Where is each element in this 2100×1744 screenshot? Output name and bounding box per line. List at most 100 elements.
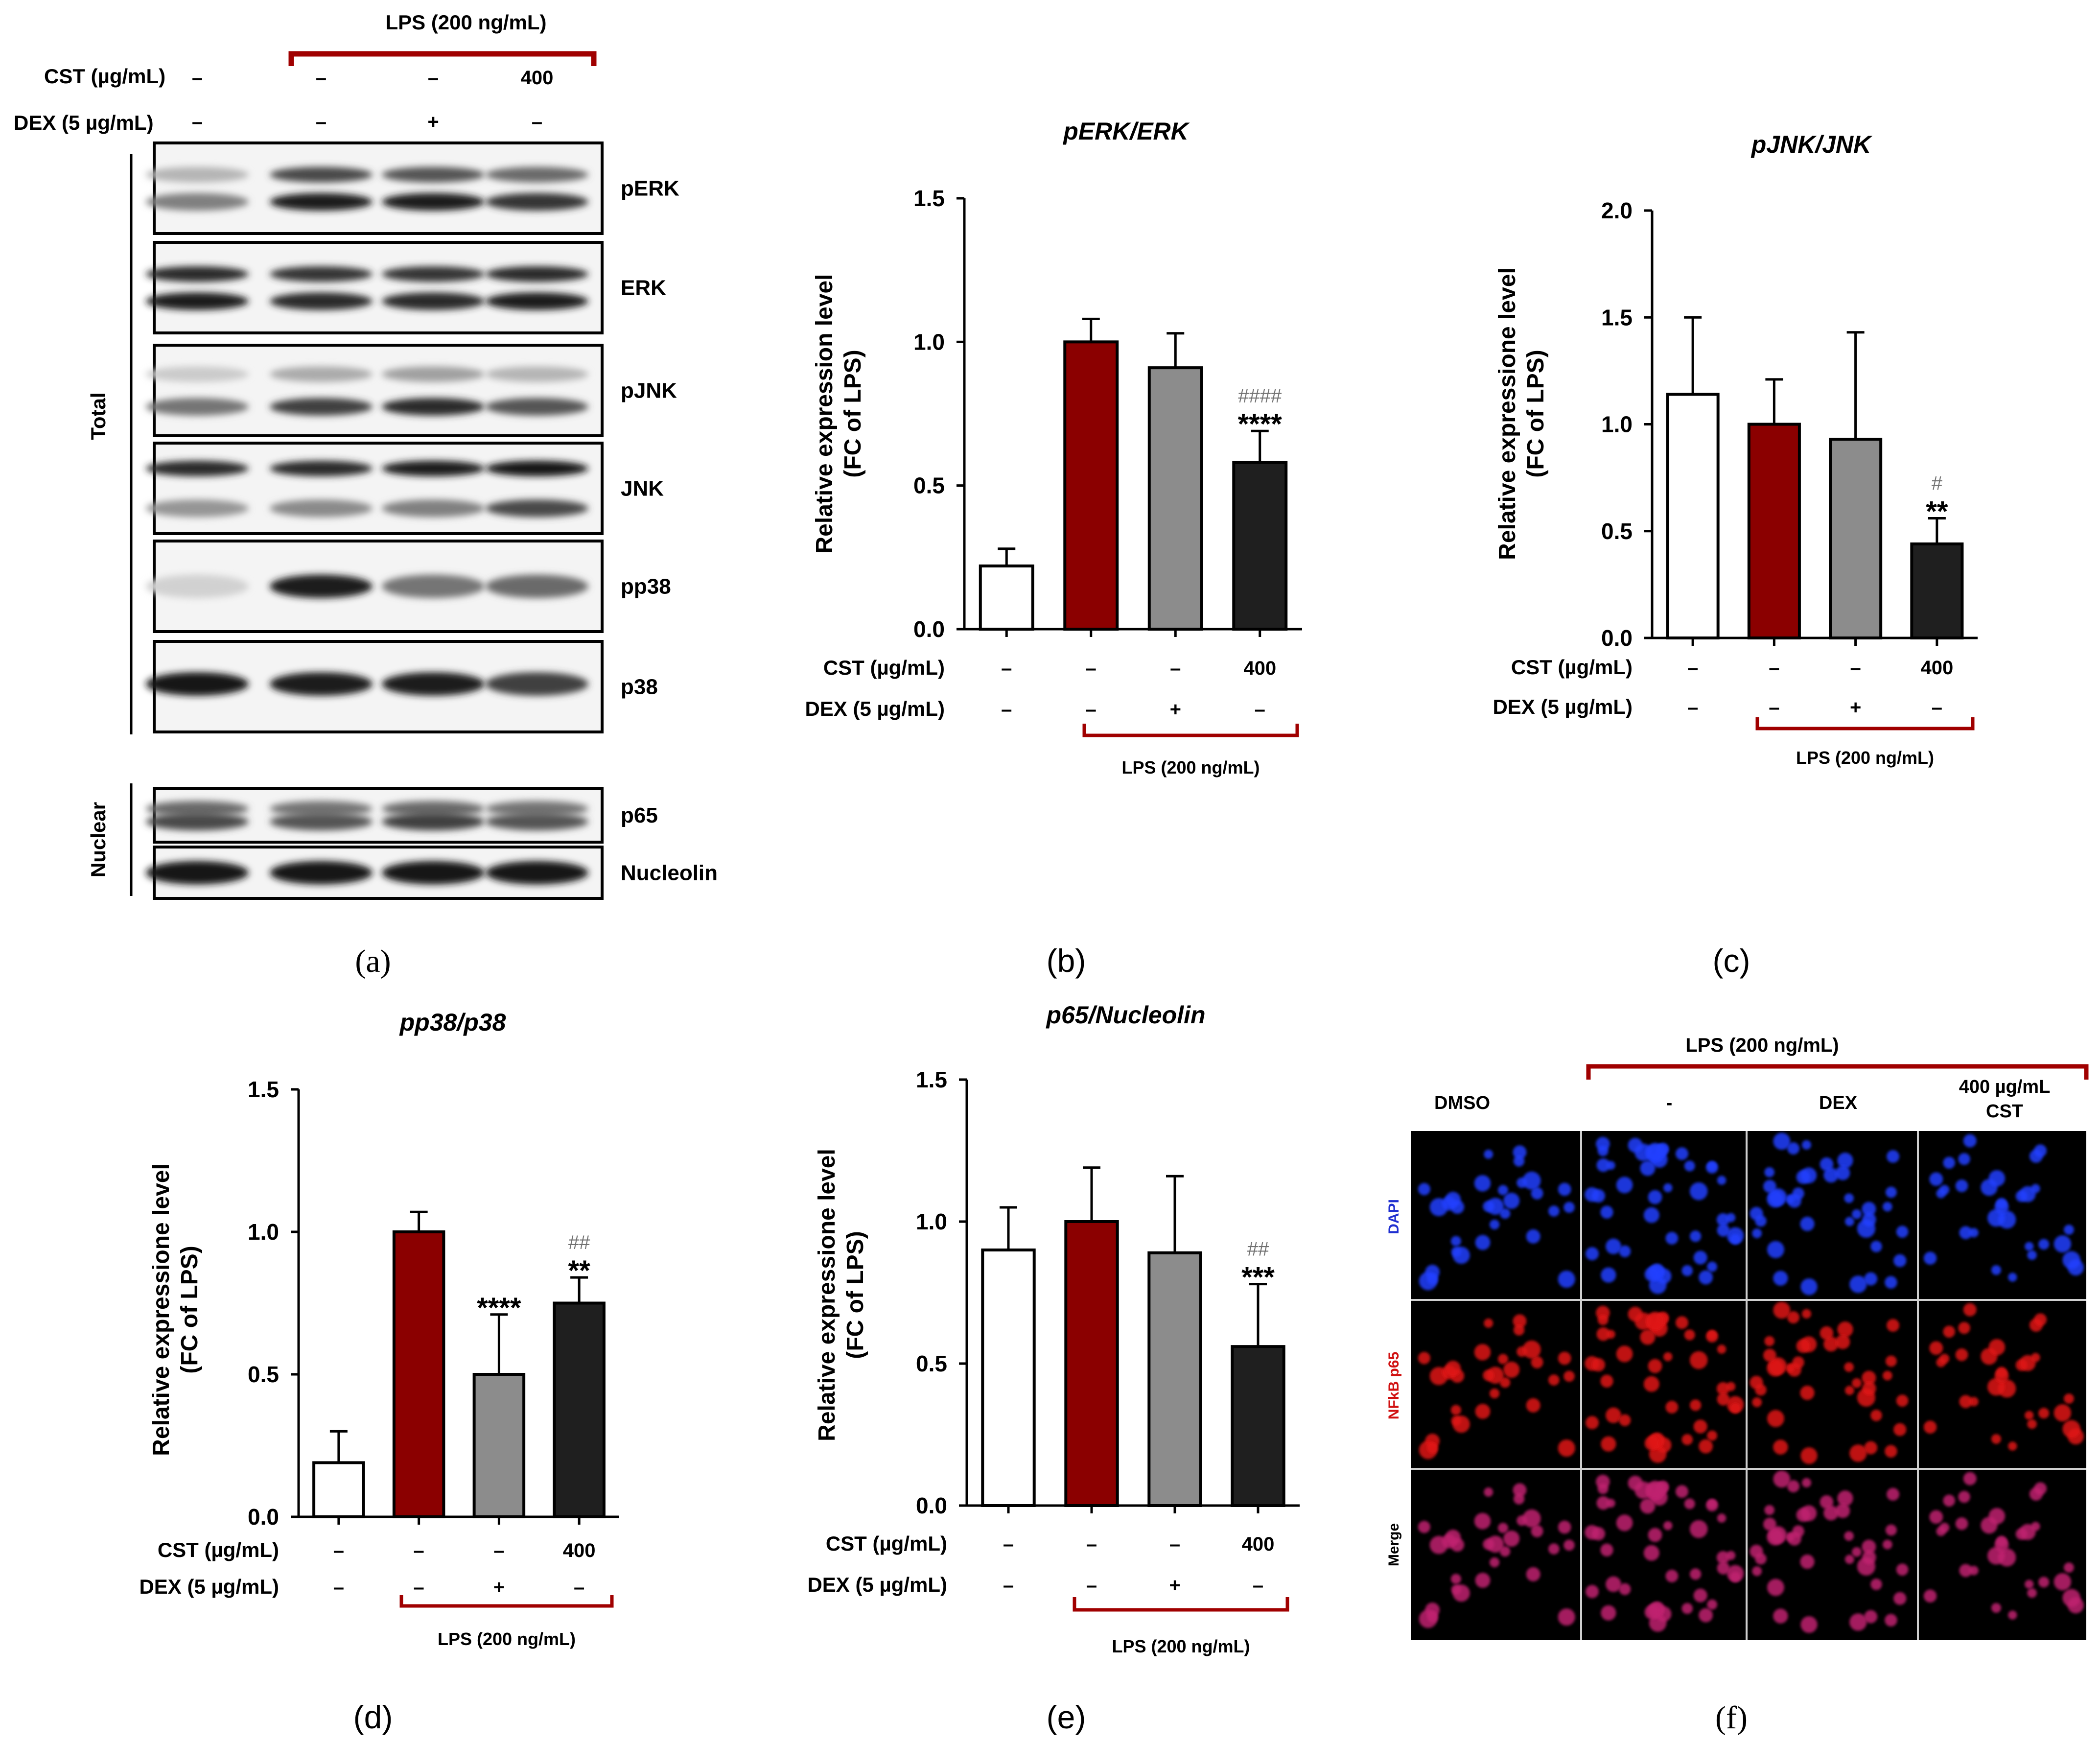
cell	[2008, 1610, 2017, 1620]
cell	[1601, 1267, 1616, 1283]
dex-value: –	[333, 1577, 344, 1598]
cell	[1643, 1545, 1659, 1561]
cell	[1963, 1303, 1977, 1317]
significance-hash: #	[1932, 473, 1943, 495]
blot-band	[486, 193, 588, 211]
cell	[1820, 1157, 1834, 1171]
panel-letter-d: (d)	[353, 1699, 393, 1735]
cell	[2064, 1562, 2074, 1573]
cell	[1675, 1316, 1688, 1329]
y-tick-label: 0.5	[248, 1362, 279, 1387]
blot-band	[270, 499, 373, 518]
cell	[1796, 1339, 1810, 1353]
cell	[1752, 1228, 1762, 1238]
y-tick-label: 1.0	[916, 1209, 947, 1234]
cell	[1689, 1399, 1702, 1411]
cell	[1820, 1326, 1834, 1340]
cell	[1646, 1481, 1664, 1499]
cell	[1785, 1194, 1795, 1204]
cell	[1663, 1521, 1673, 1531]
cell	[1730, 1403, 1741, 1414]
cell	[1864, 1441, 1878, 1455]
y-axis-label: (FC of LPS)	[1523, 350, 1549, 477]
cst-value: –	[1170, 658, 1181, 679]
bar	[1829, 438, 1883, 639]
cell	[1586, 1416, 1599, 1430]
y-tick-label: 1.5	[248, 1077, 279, 1102]
cst-value: –	[1850, 657, 1861, 679]
cell	[1427, 1611, 1438, 1623]
cell	[1844, 1555, 1854, 1564]
cell	[2031, 1184, 2040, 1193]
blot-band	[270, 574, 373, 598]
cell	[1558, 1271, 1575, 1288]
cell	[1773, 1608, 1788, 1624]
bar	[1910, 542, 1964, 639]
f-lps-bracket	[1586, 1064, 2089, 1080]
cell	[1963, 1472, 1977, 1485]
dex-value: –	[1001, 699, 1012, 720]
cell	[1644, 1605, 1659, 1620]
cell	[1450, 1236, 1461, 1247]
significance-hash: ####	[1238, 385, 1282, 407]
cell	[1726, 1213, 1736, 1223]
cell	[2027, 1250, 2037, 1260]
blot-band	[382, 801, 485, 817]
cell	[1689, 1182, 1708, 1201]
cell	[1591, 1527, 1606, 1541]
cell	[1689, 1230, 1702, 1242]
dex-value: –	[574, 1577, 584, 1598]
dex-row-label: DEX (5 µg/mL)	[14, 111, 154, 134]
cell	[2062, 1420, 2080, 1438]
f-col-lps: -	[1666, 1093, 1673, 1113]
cell	[1558, 1439, 1575, 1457]
blot-band	[146, 166, 249, 183]
blot-label: pJNK	[621, 379, 677, 403]
micrograph-grid-lines	[1411, 1131, 2086, 1640]
cell	[1773, 1439, 1788, 1455]
blot-band	[146, 366, 249, 382]
cell	[1923, 1420, 1937, 1434]
cell	[1862, 1550, 1876, 1565]
cell	[1526, 1398, 1540, 1413]
cell	[1513, 1155, 1525, 1167]
y-tick-label: 0.5	[1601, 518, 1633, 544]
cst-value: –	[333, 1540, 344, 1561]
cell	[1548, 1374, 1560, 1386]
cell	[1844, 1362, 1854, 1372]
significance-hash: ##	[568, 1232, 590, 1253]
cell	[2025, 1242, 2034, 1251]
cell	[1864, 1272, 1878, 1286]
cst-value: –	[428, 67, 439, 89]
blot-band	[270, 266, 373, 282]
cell	[1503, 1530, 1520, 1547]
dex-value: –	[192, 111, 203, 133]
blot-band	[382, 813, 485, 831]
cell	[2031, 1522, 2040, 1531]
f-row-dapi: DAPI	[1386, 1199, 1402, 1234]
cell	[1717, 1513, 1727, 1523]
cell	[1646, 1312, 1664, 1330]
cell	[1991, 1265, 2002, 1275]
cell	[1628, 1475, 1643, 1491]
cell	[1929, 1510, 1943, 1524]
cell	[1870, 1579, 1882, 1590]
y-tick-label: 1.5	[913, 186, 945, 211]
cell	[1929, 1172, 1943, 1186]
f-col-dmso: DMSO	[1434, 1093, 1490, 1113]
cell	[1717, 1392, 1730, 1406]
cell	[1955, 1179, 1968, 1192]
cst-value: 400	[1242, 1533, 1275, 1555]
cell	[1837, 1321, 1853, 1338]
f-col-cst-line2: CST	[1986, 1101, 2023, 1122]
cell	[1646, 1143, 1664, 1161]
cell	[1600, 1374, 1613, 1388]
cell	[1796, 1170, 1810, 1184]
cell	[1820, 1495, 1834, 1509]
significance-star: ****	[1238, 408, 1283, 440]
blot-frame	[153, 344, 604, 437]
cell	[1862, 1370, 1876, 1385]
panel-letter-c: (c)	[1713, 943, 1750, 979]
cell	[1764, 1167, 1775, 1178]
cell	[1862, 1212, 1876, 1227]
